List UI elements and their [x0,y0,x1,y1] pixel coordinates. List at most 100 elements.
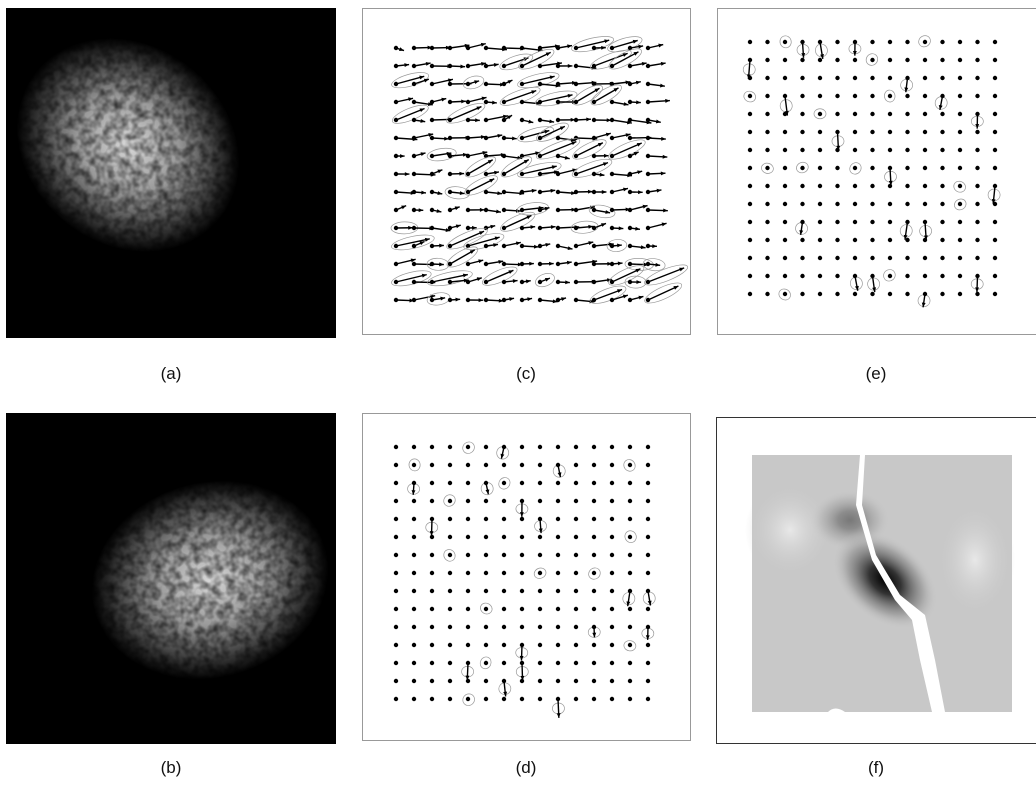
point [870,94,874,98]
point [800,274,804,278]
point [748,202,752,206]
point [818,148,822,152]
point [394,445,398,449]
point [520,535,524,539]
point [448,553,452,557]
point [628,445,632,449]
point [783,202,787,206]
point [520,553,524,557]
point [870,112,874,116]
point [394,517,398,521]
point [818,94,822,98]
point [574,517,578,521]
point [430,643,434,647]
point [835,292,839,296]
point [466,625,470,629]
point [466,679,470,683]
point [818,220,822,224]
point [958,58,962,62]
point [818,166,822,170]
point [610,607,614,611]
point [430,499,434,503]
point [765,166,769,170]
point [466,535,470,539]
point [905,184,909,188]
point [448,589,452,593]
point [484,643,488,647]
point [430,697,434,701]
point [958,184,962,188]
point [466,607,470,611]
point [940,238,944,242]
point [556,445,560,449]
point [765,148,769,152]
point [646,517,650,521]
point [975,166,979,170]
point [940,166,944,170]
point [466,445,470,449]
point [905,274,909,278]
point [888,40,892,44]
point [484,607,488,611]
point [905,202,909,206]
point [412,607,416,611]
point [538,481,542,485]
point [835,202,839,206]
point [783,130,787,134]
point [520,625,524,629]
point [835,76,839,80]
point [993,148,997,152]
point [923,184,927,188]
point [448,679,452,683]
point [958,76,962,80]
point [412,589,416,593]
point [888,184,892,188]
point [484,697,488,701]
point [818,130,822,134]
point [783,292,787,296]
point [556,481,560,485]
point [538,643,542,647]
point [610,481,614,485]
point [800,76,804,80]
point [818,256,822,260]
point [940,112,944,116]
point [888,76,892,80]
point [905,94,909,98]
point [940,274,944,278]
point [610,661,614,665]
point [592,517,596,521]
point [923,166,927,170]
point [502,607,506,611]
point [394,463,398,467]
point [748,40,752,44]
point [888,274,892,278]
point [448,463,452,467]
point [923,58,927,62]
point [958,94,962,98]
point [853,166,857,170]
point [448,481,452,485]
point [430,625,434,629]
point [748,220,752,224]
point [905,148,909,152]
point [870,256,874,260]
point [748,256,752,260]
point [765,112,769,116]
point [800,202,804,206]
point [765,202,769,206]
point [993,112,997,116]
point [975,292,979,296]
point [412,661,416,665]
point [610,499,614,503]
point [484,463,488,467]
point [556,679,560,683]
point [556,661,560,665]
point [870,184,874,188]
point [993,130,997,134]
point [923,148,927,152]
point [765,184,769,188]
point [610,517,614,521]
point [628,553,632,557]
point [975,58,979,62]
